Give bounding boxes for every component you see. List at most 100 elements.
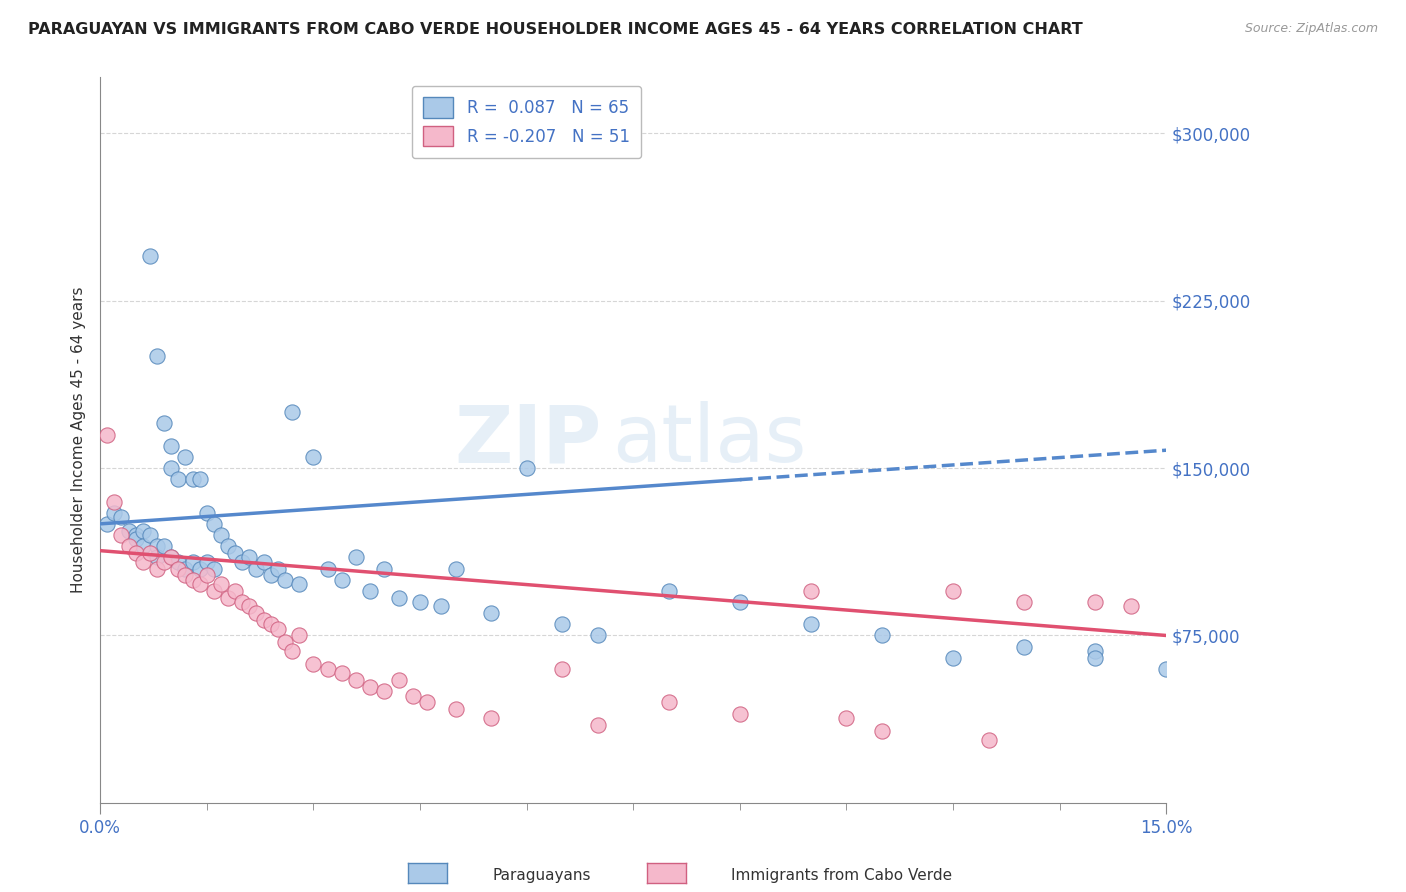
Point (188, 472, 211, 486)
Point (586, 628, 609, 642)
Point (388, 673, 411, 687)
Point (359, 583, 381, 598)
Point (153, 539, 176, 553)
Point (96, 516, 118, 531)
Point (728, 595, 751, 609)
Point (942, 583, 965, 598)
Point (181, 573, 204, 587)
Point (288, 628, 311, 642)
Text: Source: ZipAtlas.com: Source: ZipAtlas.com (1244, 22, 1378, 36)
Point (167, 561, 190, 575)
Point (373, 561, 395, 575)
Point (238, 599, 260, 614)
Point (209, 528, 232, 542)
Point (274, 635, 297, 649)
Point (316, 662, 339, 676)
Point (167, 555, 190, 569)
Point (146, 561, 169, 575)
Text: Paraguayans: Paraguayans (492, 869, 591, 883)
Point (195, 506, 218, 520)
Point (252, 613, 274, 627)
Point (302, 657, 325, 672)
Point (167, 472, 190, 486)
Point (103, 494, 125, 508)
Point (153, 417, 176, 431)
Point (330, 573, 353, 587)
Point (835, 711, 858, 725)
Point (231, 555, 253, 569)
Point (1084, 650, 1107, 665)
Point (800, 617, 823, 632)
Point (444, 561, 467, 575)
Point (174, 561, 197, 575)
Point (124, 528, 146, 542)
Point (409, 595, 432, 609)
Point (139, 249, 162, 263)
Point (416, 695, 439, 709)
Text: ZIP: ZIP (454, 401, 602, 479)
Point (139, 528, 162, 542)
Point (267, 561, 290, 575)
Point (217, 539, 239, 553)
Point (302, 450, 325, 464)
Point (281, 405, 304, 419)
Point (202, 561, 225, 575)
Point (274, 573, 297, 587)
Point (174, 568, 197, 582)
Point (281, 644, 304, 658)
Point (202, 516, 225, 531)
Point (132, 555, 155, 569)
Point (209, 577, 232, 591)
Point (181, 472, 204, 486)
Point (181, 555, 204, 569)
Point (330, 666, 353, 681)
Point (658, 583, 681, 598)
Point (245, 606, 267, 620)
Point (373, 684, 395, 698)
Point (146, 550, 169, 565)
Point (977, 733, 1000, 747)
Point (132, 539, 155, 553)
Point (728, 706, 751, 721)
Legend: R =  0.087   N = 65, R = -0.207   N = 51: R = 0.087 N = 65, R = -0.207 N = 51 (412, 86, 641, 158)
Point (146, 350, 169, 364)
Point (288, 577, 311, 591)
Point (217, 591, 239, 605)
Point (224, 583, 246, 598)
Point (117, 539, 139, 553)
Point (444, 702, 467, 716)
Point (800, 583, 823, 598)
Point (96, 427, 118, 442)
Point (1084, 595, 1107, 609)
Point (516, 461, 538, 475)
Point (479, 606, 502, 620)
Point (870, 724, 893, 739)
Point (344, 550, 367, 565)
Point (260, 617, 283, 632)
Point (146, 539, 169, 553)
Point (188, 561, 211, 575)
Point (132, 524, 155, 538)
Point (260, 568, 283, 582)
Text: atlas: atlas (612, 401, 806, 479)
Point (160, 550, 183, 565)
Text: Immigrants from Cabo Verde: Immigrants from Cabo Verde (731, 869, 952, 883)
Point (188, 577, 211, 591)
Point (1012, 595, 1035, 609)
Point (160, 461, 183, 475)
Point (1156, 662, 1178, 676)
Point (252, 555, 274, 569)
Point (245, 561, 267, 575)
Point (551, 617, 574, 632)
Point (153, 555, 176, 569)
Point (224, 546, 246, 560)
Point (1119, 599, 1142, 614)
Point (174, 450, 197, 464)
Point (202, 583, 225, 598)
Point (124, 546, 146, 560)
Point (402, 689, 425, 703)
Point (267, 622, 290, 636)
Point (430, 599, 453, 614)
Point (160, 550, 183, 565)
Point (586, 718, 609, 732)
